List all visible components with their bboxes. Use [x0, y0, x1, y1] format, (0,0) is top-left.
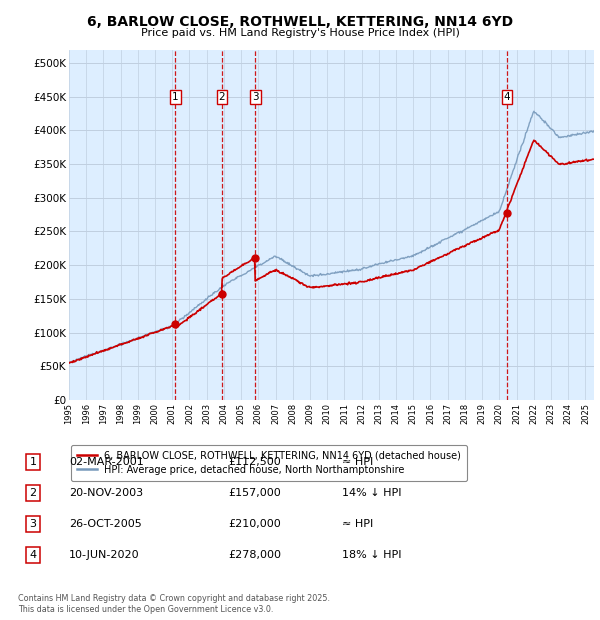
Text: 26-OCT-2005: 26-OCT-2005 [69, 519, 142, 529]
Text: 4: 4 [503, 92, 510, 102]
Text: 18% ↓ HPI: 18% ↓ HPI [342, 550, 401, 560]
Text: 2: 2 [219, 92, 226, 102]
Text: 02-MAR-2001: 02-MAR-2001 [69, 457, 144, 467]
Text: Price paid vs. HM Land Registry's House Price Index (HPI): Price paid vs. HM Land Registry's House … [140, 28, 460, 38]
Text: 20-NOV-2003: 20-NOV-2003 [69, 488, 143, 498]
Text: ≈ HPI: ≈ HPI [342, 519, 373, 529]
Text: 1: 1 [29, 457, 37, 467]
Legend: 6, BARLOW CLOSE, ROTHWELL, KETTERING, NN14 6YD (detached house), HPI: Average pr: 6, BARLOW CLOSE, ROTHWELL, KETTERING, NN… [71, 445, 467, 480]
Text: 2: 2 [29, 488, 37, 498]
Text: 1: 1 [172, 92, 179, 102]
Text: 4: 4 [29, 550, 37, 560]
Text: 3: 3 [252, 92, 259, 102]
Text: 10-JUN-2020: 10-JUN-2020 [69, 550, 140, 560]
Text: 6, BARLOW CLOSE, ROTHWELL, KETTERING, NN14 6YD: 6, BARLOW CLOSE, ROTHWELL, KETTERING, NN… [87, 16, 513, 30]
Text: £278,000: £278,000 [228, 550, 281, 560]
Text: £210,000: £210,000 [228, 519, 281, 529]
Text: ≈ HPI: ≈ HPI [342, 457, 373, 467]
Text: £157,000: £157,000 [228, 488, 281, 498]
Text: Contains HM Land Registry data © Crown copyright and database right 2025.
This d: Contains HM Land Registry data © Crown c… [18, 595, 330, 614]
Text: 14% ↓ HPI: 14% ↓ HPI [342, 488, 401, 498]
Text: 3: 3 [29, 519, 37, 529]
Text: £112,500: £112,500 [228, 457, 281, 467]
